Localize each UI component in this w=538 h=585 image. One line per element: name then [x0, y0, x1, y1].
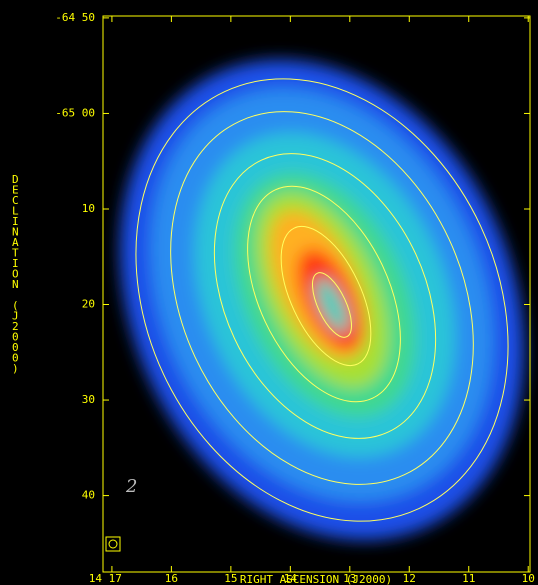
x-tick-label: 16 — [165, 572, 178, 585]
x-tick-label: 12 — [403, 572, 416, 585]
x-tick-label: 14 — [284, 572, 298, 585]
x-tick-label: 13 — [343, 572, 356, 585]
y-tick-label: -64 50 — [55, 11, 95, 24]
x-tick-label: 10 — [522, 572, 535, 585]
y-tick-label: 40 — [82, 489, 95, 502]
y-tick-label: 20 — [82, 297, 95, 310]
x-axis-label: RIGHT ASCENSION (J2000) — [240, 573, 392, 585]
y-tick-label: 30 — [82, 393, 95, 406]
x-tick-label: 14 17 — [89, 572, 122, 585]
x-tick-label: 11 — [462, 572, 475, 585]
y-tick-label: 10 — [82, 202, 95, 215]
page: RIGHT ASCENSION (J2000) 2 14 17 16 15 14 13 1… — [0, 0, 538, 585]
chart: RIGHT ASCENSION (J2000) 2 14 17 16 15 14 13 1… — [0, 0, 538, 585]
y-tick-label: -65 00 — [55, 106, 95, 119]
annotation: 2 — [125, 476, 137, 497]
x-tick-label: 15 — [224, 572, 237, 585]
